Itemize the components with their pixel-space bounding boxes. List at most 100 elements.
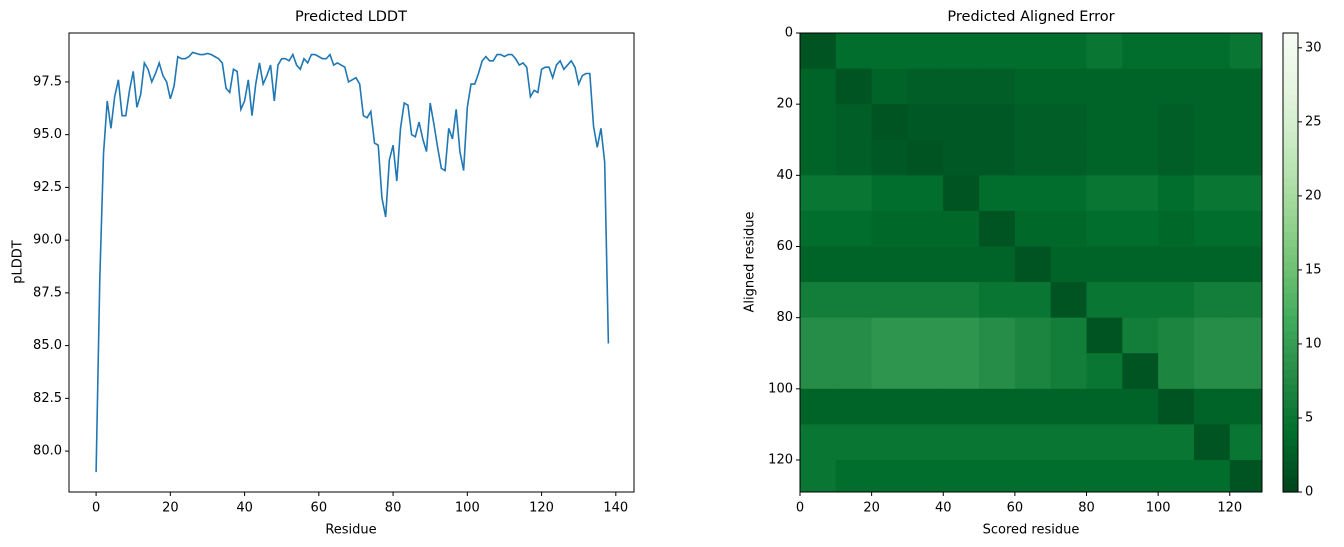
heat-cell — [1193, 353, 1231, 390]
heat-cell — [1193, 175, 1231, 212]
heat-cell — [1122, 210, 1159, 247]
heat-cell — [1229, 33, 1263, 70]
heat-cell — [1014, 246, 1052, 283]
heat-cell — [835, 139, 873, 176]
heat-cell — [979, 317, 1016, 354]
colorbar-swatch — [1283, 186, 1298, 195]
heat-cell — [1086, 353, 1123, 390]
heat-cell — [1193, 246, 1231, 283]
colorbar-swatch — [1283, 461, 1298, 470]
y-tick-label: 120 — [768, 452, 793, 467]
heat-cell — [943, 33, 980, 70]
heat-cell — [1014, 175, 1052, 212]
heat-cell — [835, 424, 873, 461]
y-tick-label: 85.0 — [33, 338, 62, 353]
y-tick-label: 0 — [785, 26, 793, 41]
heat-cell — [979, 175, 1016, 212]
colorbar-swatch — [1283, 201, 1298, 210]
heat-cell — [1193, 388, 1231, 425]
colorbar-swatch — [1283, 339, 1298, 348]
heat-cell — [1050, 104, 1088, 141]
heat-cell — [1229, 104, 1263, 141]
heat-cell — [1122, 246, 1159, 283]
heat-cell — [871, 139, 908, 176]
heat-cell — [1229, 139, 1263, 176]
heat-cell — [1122, 317, 1159, 354]
heat-cell — [979, 33, 1016, 70]
heat-cell — [835, 246, 873, 283]
heat-cell — [943, 139, 980, 176]
heat-cell — [1193, 33, 1231, 70]
colorbar-swatch — [1283, 117, 1298, 126]
heat-cell — [800, 424, 837, 461]
heat-cell — [1158, 175, 1195, 212]
colorbar-swatch — [1283, 316, 1298, 325]
heat-cell — [1086, 104, 1123, 141]
heat-cell — [1193, 210, 1231, 247]
colorbar-swatch — [1283, 438, 1298, 447]
colorbar-swatch — [1283, 277, 1298, 287]
heat-cell — [1014, 353, 1052, 390]
heat-cell — [1193, 104, 1231, 141]
heat-cell — [943, 175, 980, 212]
colorbar-tick-label: 25 — [1305, 114, 1322, 129]
heat-cell — [1158, 424, 1195, 461]
colorbar-swatch — [1283, 384, 1298, 394]
y-tick-label: 80.0 — [33, 444, 62, 459]
plot-frame — [799, 32, 1263, 493]
heat-cell — [871, 246, 908, 283]
heat-cell — [871, 104, 908, 141]
heat-cell — [1014, 459, 1052, 493]
heat-cell — [979, 353, 1016, 390]
heat-cell — [907, 353, 944, 390]
heat-cell — [871, 424, 908, 461]
heat-cell — [1193, 68, 1231, 105]
heat-cell — [1158, 210, 1195, 247]
x-tick-label: 80 — [385, 501, 402, 516]
colorbar-swatch — [1283, 208, 1298, 218]
heat-cell — [907, 246, 944, 283]
x-tick-label: 140 — [603, 501, 628, 516]
heat-cell — [943, 282, 980, 319]
x-tick-label: 60 — [311, 501, 328, 516]
heat-cell — [800, 246, 837, 283]
colorbar-tick-label: 10 — [1305, 336, 1322, 351]
colorbar-tick-label: 5 — [1305, 410, 1313, 425]
colorbar-swatch — [1283, 40, 1298, 49]
colorbar-swatch — [1283, 361, 1298, 371]
colorbar-swatch — [1283, 33, 1298, 42]
colorbar-swatch — [1283, 423, 1298, 432]
heat-cell — [800, 33, 837, 70]
heat-cell — [1086, 139, 1123, 176]
heat-cell — [1014, 68, 1052, 105]
heat-cell — [979, 246, 1016, 283]
heat-cell — [1086, 246, 1123, 283]
heat-cell — [1014, 104, 1052, 141]
heat-cell — [1086, 424, 1123, 461]
colorbar-swatch — [1283, 124, 1298, 134]
colorbar-swatch — [1283, 469, 1298, 478]
heat-cell — [800, 282, 837, 319]
heat-cell — [1086, 459, 1123, 493]
heat-cell — [1050, 459, 1088, 493]
heat-cell — [943, 353, 980, 390]
heat-cell — [871, 317, 908, 354]
heat-cell — [1014, 33, 1052, 70]
heat-cell — [871, 175, 908, 212]
heat-cell — [907, 210, 944, 247]
heat-cell — [800, 317, 837, 354]
colorbar-swatch — [1283, 193, 1298, 202]
heat-cell — [1086, 175, 1123, 212]
colorbar-swatch — [1283, 476, 1298, 485]
heat-cell — [1158, 104, 1195, 141]
heat-cell — [871, 68, 908, 105]
colorbar-swatch — [1283, 323, 1298, 332]
heat-cell — [1050, 388, 1088, 425]
x-tick-label: 120 — [529, 501, 554, 516]
colorbar-swatch — [1283, 163, 1298, 172]
x-tick-label: 20 — [162, 501, 179, 516]
colorbar-swatch — [1283, 254, 1298, 264]
heat-cell — [1086, 210, 1123, 247]
heat-cell — [1158, 317, 1195, 354]
